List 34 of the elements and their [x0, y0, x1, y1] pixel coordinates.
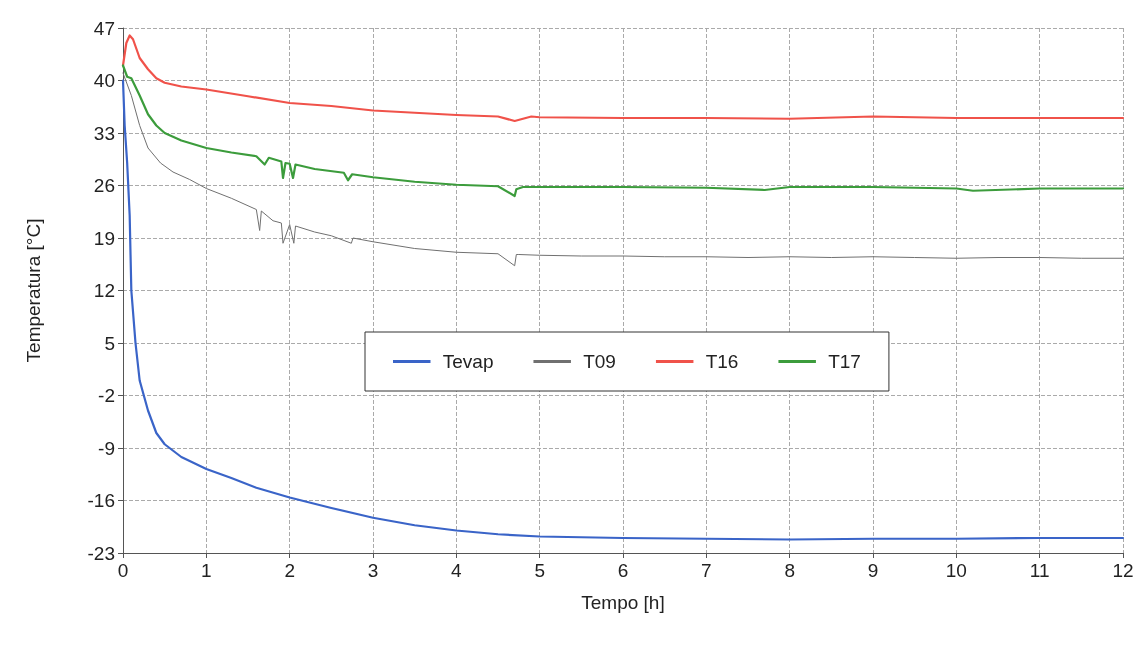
y-tick-label: 33: [93, 122, 115, 144]
y-tick-label: 26: [93, 175, 115, 196]
x-tick-label: 9: [867, 560, 879, 581]
x-tick-label: 3: [367, 560, 379, 581]
x-tick-label: 10: [945, 560, 967, 581]
x-tick-label: 4: [451, 560, 463, 581]
line-series: [121, 64, 1125, 198]
x-axis-title: Tempo [h]: [581, 592, 665, 613]
y-tick-label: -2: [98, 385, 115, 406]
x-tick-label: 12: [1112, 560, 1134, 581]
y-tick-label: 40: [93, 70, 115, 91]
y-tick-label: -16: [87, 490, 115, 511]
legend-label: Tevap: [442, 351, 494, 372]
x-tick-label: 11: [1029, 560, 1050, 581]
line-series: [122, 72, 1124, 267]
y-tick-label: -23: [87, 542, 115, 564]
y-tick-label: -9: [98, 437, 115, 459]
x-tick-label: 8: [784, 560, 795, 581]
legend-label: T16: [705, 351, 739, 372]
y-tick-label: 47: [93, 17, 115, 39]
legend-label: T09: [583, 351, 616, 372]
x-tick-label: 1: [201, 560, 212, 581]
x-tick-label: 5: [534, 560, 545, 581]
y-tick-label: 12: [93, 280, 115, 301]
line-series: [121, 34, 1125, 123]
y-tick-label: 5: [104, 332, 115, 354]
y-tick-label: 19: [93, 227, 115, 249]
x-tick-label: 0: [117, 560, 129, 581]
x-tick-label: 7: [701, 560, 712, 581]
legend-label: T17: [828, 351, 861, 372]
x-tick-label: 6: [617, 560, 629, 581]
y-axis-title: Temperatura [°C]: [23, 218, 44, 363]
line-series: [121, 79, 1125, 541]
x-tick-label: 2: [284, 560, 295, 581]
